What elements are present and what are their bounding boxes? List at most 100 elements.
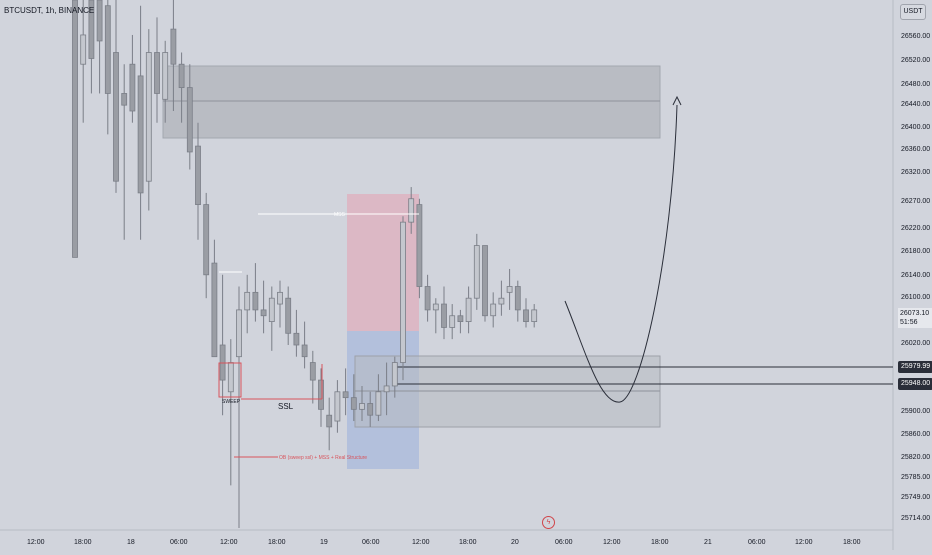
candle-body [490,303,497,317]
candle-body [523,309,529,322]
candle-body [113,52,119,182]
candle-body [350,397,357,410]
candle-body [531,309,538,322]
candle-body [121,93,128,106]
price-label: 25749.00 [901,494,930,501]
candle-body [375,391,382,416]
candle-body [154,52,160,94]
candle-body [178,63,185,89]
candle-body [449,315,456,328]
price-label: 26560.00 [901,33,930,40]
candle-body [506,286,513,293]
projection-curve [564,104,678,403]
price-label: 25785.00 [901,474,930,481]
time-label: 18:00 [843,539,861,546]
candle-body [96,0,103,42]
candle-body [252,291,259,311]
candle-body [129,63,136,112]
candles [72,0,538,528]
price-label: 26320.00 [901,169,930,176]
candle-body [285,297,292,334]
candle-body [408,198,415,223]
sweep-box [218,362,242,398]
price-label: 26400.00 [901,124,930,131]
time-label: 12:00 [27,539,45,546]
candle-body [457,315,464,322]
time-labels: 12:00 18:00 18 06:00 12:00 18:00 19 06:0… [27,539,861,546]
candle-body [473,245,480,299]
price-label: 26440.00 [901,101,930,108]
candle-body [268,297,275,322]
risk-zone [347,194,419,331]
candle-body [104,5,111,94]
price-label: 26020.00 [901,340,930,347]
candle-body [293,332,300,346]
candle-body [326,414,333,428]
candle-body [277,291,283,305]
symbol-title: BTCUSDT, 1h, BINANCE [4,6,95,15]
price-label: 26140.00 [901,272,930,279]
candle-body [88,0,95,59]
candle-body [498,297,505,305]
candle-body [260,309,267,317]
candle-body [367,403,374,416]
time-label: 18 [127,539,135,546]
time-label: 06:00 [362,539,380,546]
candle-body [424,286,431,311]
price-labels: 26560.00 26520.00 26480.00 26440.00 2640… [901,33,930,522]
time-label: 06:00 [748,539,766,546]
ob-note-label: OB (sweep ssl) + MSS + Real Structure [279,455,367,461]
price-label: 26180.00 [901,248,930,255]
time-label: 06:00 [170,539,188,546]
time-label: 12:00 [795,539,813,546]
price-label: 25820.00 [901,454,930,461]
grid [0,0,894,550]
time-label: 12:00 [412,539,430,546]
price-label: 25714.00 [901,515,930,522]
candle-body [309,362,316,381]
price-label: 26270.00 [901,198,930,205]
candle-body [359,403,365,410]
candle-body [301,344,308,358]
candle-body [465,297,472,322]
time-label: 06:00 [555,539,573,546]
bar-countdown: 51:56 [900,319,918,326]
time-label: 12:00 [603,539,621,546]
candle-body [514,286,521,311]
candle-body [236,309,242,358]
price-label: 26360.00 [901,146,930,153]
candle-body [72,0,78,258]
price-label: 25900.00 [901,408,930,415]
candle-body [318,379,324,410]
price-label: 26100.00 [901,294,930,301]
candle-body [400,221,406,363]
projection-arrowhead [672,95,682,106]
candle-body [227,362,234,393]
candle-body [145,52,152,182]
ssl-label: SSL [278,402,294,411]
price-tag-upper: 25979.99 [898,361,932,373]
candle-body [334,391,341,422]
time-label: 19 [320,539,328,546]
time-label: 18:00 [268,539,286,546]
currency-button[interactable]: USDT [900,4,926,20]
price-label: 26220.00 [901,225,930,232]
time-label: 21 [704,539,712,546]
time-label: 18:00 [459,539,477,546]
last-price-value: 26073.10 [900,310,930,317]
candle-body [203,204,210,276]
sweep-label: SWEEP [222,399,241,405]
price-label: 26480.00 [901,81,930,88]
candle-body [195,145,201,206]
price-label: 26520.00 [901,57,930,64]
time-label: 12:00 [220,539,238,546]
lightning-icon[interactable]: ϟ [542,516,555,529]
candle-body [416,204,423,287]
candle-body [342,391,349,399]
time-label: 18:00 [74,539,92,546]
candle-body [186,87,193,153]
candle-body [391,362,398,387]
time-label: 18:00 [651,539,669,546]
